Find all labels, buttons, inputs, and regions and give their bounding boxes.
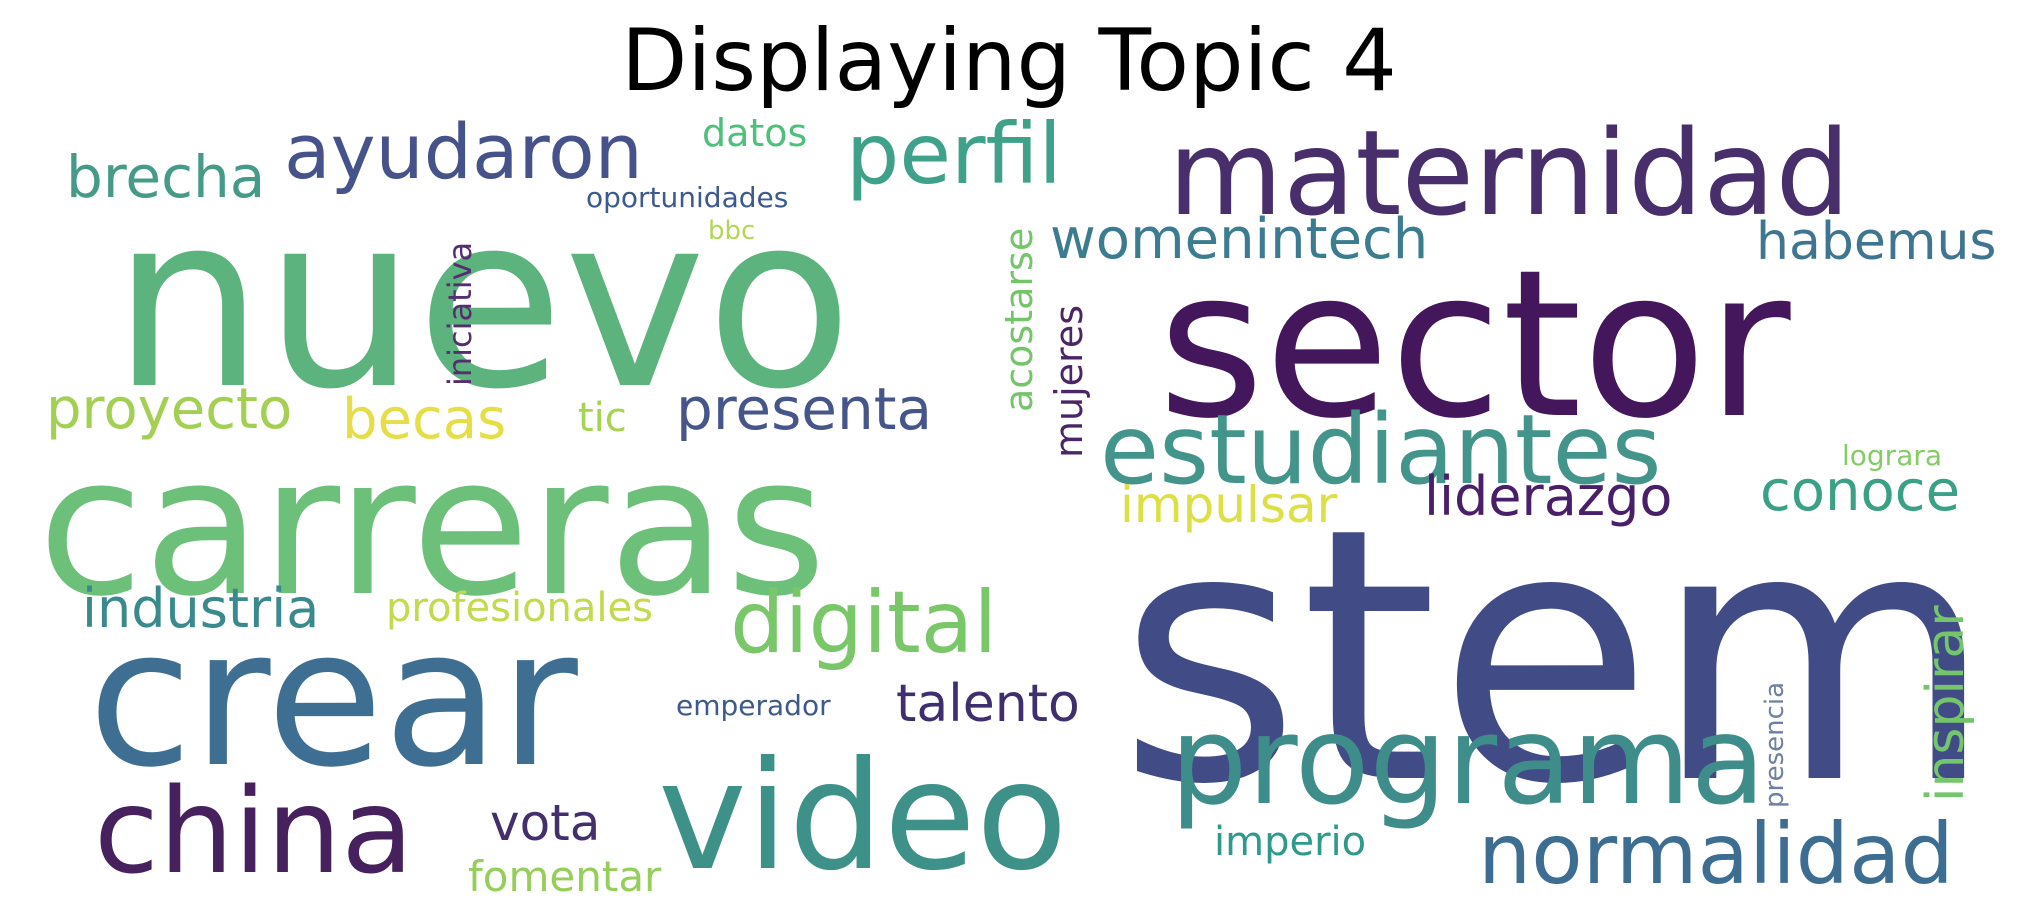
- word-sector: sector: [1158, 227, 1791, 464]
- word-fomentar: fomentar: [468, 852, 662, 901]
- word-perfil: perfil: [846, 105, 1062, 203]
- word-womenintech: womenintech: [1050, 207, 1429, 272]
- word-lograra: lograra: [1842, 439, 1943, 472]
- word-presenta: presenta: [676, 375, 933, 443]
- word-oportunidades: oportunidades: [586, 181, 789, 214]
- word-proyecto: proyecto: [46, 377, 293, 442]
- word-talento: talento: [896, 674, 1080, 734]
- word-stem: stem: [1118, 453, 1994, 861]
- word-carreras: carreras: [38, 416, 827, 639]
- word-maternidad: maternidad: [1168, 104, 1851, 242]
- word-vota: vota: [490, 794, 601, 852]
- word-acostarse: acostarse: [997, 227, 1041, 412]
- word-imperio: imperio: [1214, 819, 1367, 865]
- word-cloud: nuevo sector carreras stem crear materni…: [38, 104, 1997, 904]
- word-digital: digital: [730, 573, 998, 673]
- word-bbc: bbc: [708, 216, 756, 246]
- word-brecha: brecha: [66, 143, 266, 211]
- word-presencia: presencia: [1760, 681, 1790, 808]
- word-liderazgo: liderazgo: [1424, 465, 1673, 528]
- word-emperador: emperador: [676, 689, 831, 722]
- word-datos: datos: [702, 111, 808, 155]
- word-normalidad: normalidad: [1478, 805, 1954, 903]
- word-conoce: conoce: [1760, 459, 1961, 524]
- word-ayudaron: ayudaron: [284, 107, 643, 196]
- word-tic: tic: [578, 395, 627, 441]
- word-programa: programa: [1170, 690, 1766, 832]
- word-industria: industria: [82, 577, 320, 640]
- page-title: Displaying Topic 4: [621, 11, 1397, 111]
- word-impulsar: impulsar: [1120, 476, 1338, 534]
- word-becas: becas: [342, 387, 507, 452]
- word-estudiantes: estudiantes: [1100, 394, 1662, 506]
- word-video: video: [658, 730, 1068, 904]
- word-profesionales: profesionales: [386, 585, 653, 631]
- word-china: china: [94, 762, 414, 900]
- word-nuevo: nuevo: [112, 162, 853, 442]
- word-inspirar: inspirar: [1916, 605, 1976, 802]
- word-habemus: habemus: [1756, 212, 1997, 272]
- word-mujeres: mujeres: [1047, 304, 1091, 458]
- word-iniciativa: iniciativa: [441, 241, 479, 386]
- word-crear: crear: [88, 588, 578, 809]
